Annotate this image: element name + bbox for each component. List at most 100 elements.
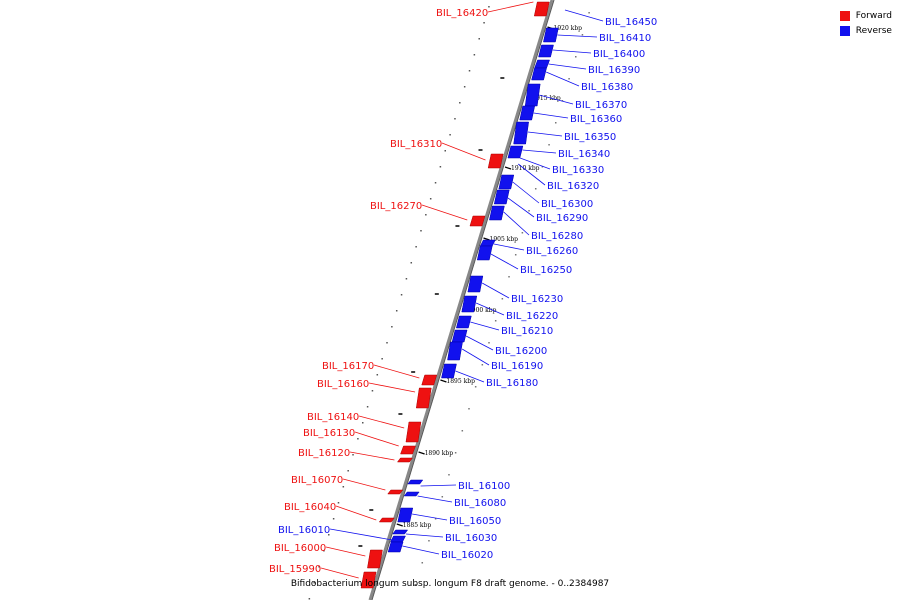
gene-label-forward[interactable]: BIL_16040: [284, 502, 336, 513]
forward-swatch: [839, 10, 850, 21]
scale-dot: [473, 54, 476, 56]
scale-dot: [428, 540, 430, 542]
leader-line: [522, 149, 557, 154]
legend-forward-label: Forward: [855, 10, 892, 21]
gene-labels[interactable]: BIL_16420 BIL_16310 BIL_16270 BIL_16170 BIL_…: [269, 1, 657, 579]
scale-dot: [323, 550, 325, 552]
forward-gene: [405, 421, 422, 443]
scale-dot: [444, 150, 446, 152]
gene-label-reverse[interactable]: BIL_16190: [491, 361, 543, 372]
forward-gene: [469, 215, 486, 227]
scale-dot: [483, 22, 485, 24]
gene-label-reverse[interactable]: BIL_16050: [449, 516, 501, 527]
scale-dot: [405, 278, 408, 280]
leader-line: [335, 505, 377, 521]
forward-gene: [360, 571, 377, 589]
tick-mark: [396, 523, 403, 527]
leader-line: [354, 431, 399, 447]
scale-dot: [534, 188, 537, 190]
gene-label-reverse[interactable]: BIL_16330: [552, 165, 604, 176]
scale-dot: [449, 134, 451, 136]
gene-label-reverse[interactable]: BIL_16380: [581, 82, 633, 93]
gene-label-reverse[interactable]: BIL_16280: [531, 231, 583, 242]
gene-label-reverse[interactable]: BIL_16250: [520, 265, 572, 276]
gene-label-reverse[interactable]: BIL_16300: [541, 199, 593, 210]
leader-line: [490, 253, 519, 270]
scale-dot: [561, 100, 564, 102]
gene-label-reverse[interactable]: BIL_16410: [599, 33, 651, 44]
reverse-gene: [519, 105, 536, 121]
leader-line: [493, 243, 525, 251]
gene-label-reverse[interactable]: BIL_16030: [445, 533, 497, 544]
gene-label-reverse[interactable]: BIL_16400: [593, 49, 645, 60]
scale-dot: [395, 310, 398, 312]
forward-gene: [367, 549, 383, 569]
genome-backbone: [368, 0, 554, 600]
gene-label-reverse[interactable]: BIL_16320: [547, 181, 599, 192]
gene-label-reverse[interactable]: BIL_16100: [458, 481, 510, 492]
gene-label-forward[interactable]: BIL_16130: [303, 428, 355, 439]
legend: Forward Reverse: [839, 8, 892, 38]
gene-label-reverse[interactable]: BIL_16210: [501, 326, 553, 337]
forward-gene: [400, 445, 416, 455]
scale-dot: [474, 386, 477, 388]
leader-line: [465, 335, 494, 351]
gene-label-reverse[interactable]: BIL_16290: [536, 213, 588, 224]
gene-label-reverse[interactable]: BIL_16350: [564, 132, 616, 143]
gene-label-forward[interactable]: BIL_16420: [436, 8, 488, 19]
leader-line: [503, 211, 530, 236]
leader-line: [320, 567, 359, 579]
leader-line: [475, 302, 505, 316]
forward-gene: [487, 153, 504, 169]
gene-label-reverse[interactable]: BIL_16390: [588, 65, 640, 76]
reverse-gene: [387, 541, 404, 553]
gene-label-reverse[interactable]: BIL_16080: [454, 498, 506, 509]
reverse-gene: [489, 205, 505, 221]
gene-label-reverse[interactable]: BIL_16010: [278, 525, 330, 536]
gene-label-reverse[interactable]: BIL_16220: [506, 311, 558, 322]
gene-label-forward[interactable]: BIL_16140: [307, 412, 359, 423]
scale-dot: [414, 584, 417, 586]
reverse-gene: [507, 145, 524, 159]
gene-label-forward[interactable]: BIL_15990: [269, 564, 321, 575]
reverse-gene: [456, 315, 472, 329]
gene-label-reverse[interactable]: BIL_16230: [511, 294, 563, 305]
reverse-gene: [451, 329, 468, 343]
gene-features: [360, 1, 559, 589]
gene-label-reverse[interactable]: BIL_16450: [605, 17, 657, 28]
gene-label-reverse[interactable]: BIL_16370: [575, 100, 627, 111]
scale-dot: [554, 122, 557, 124]
leader-line: [342, 478, 386, 491]
gene-label-forward[interactable]: BIL_16270: [370, 201, 422, 212]
gene-label-reverse[interactable]: BIL_16260: [526, 246, 578, 257]
leader-line: [557, 34, 598, 38]
gene-label-reverse[interactable]: BIL_16020: [441, 550, 493, 561]
tick-label: 1900 kbp: [468, 307, 497, 314]
scale-dot: [347, 470, 349, 472]
reverse-gene: [407, 479, 424, 485]
legend-forward: Forward: [839, 8, 892, 23]
gene-label-reverse[interactable]: BIL_16200: [495, 346, 547, 357]
scale-dot: [463, 86, 466, 88]
gene-label-reverse[interactable]: BIL_16340: [558, 149, 610, 160]
scale-dot: [386, 342, 388, 344]
tick-label: 1915 kbp: [532, 95, 561, 102]
leader-line: [405, 533, 444, 538]
scale-dot: [588, 12, 590, 14]
leader-line: [527, 131, 563, 137]
reverse-gene: [447, 341, 463, 361]
gene-label-forward[interactable]: BIL_16170: [322, 361, 374, 372]
gene-label-forward[interactable]: BIL_16120: [298, 448, 350, 459]
scale-ticks: 1920 kbp 1915 kbp 1910 kbp 1905 kbp 1900 kbp…: [396, 25, 582, 529]
scale-dot: [568, 78, 570, 80]
gene-label-forward[interactable]: BIL_16160: [317, 379, 369, 390]
gene-label-forward[interactable]: BIL_16310: [390, 139, 442, 150]
gene-label-forward[interactable]: BIL_16000: [274, 543, 326, 554]
tick-mark: [418, 451, 425, 455]
gene-label-forward[interactable]: BIL_16070: [291, 475, 343, 486]
leader-line: [368, 382, 416, 393]
gene-label-reverse[interactable]: BIL_16180: [486, 378, 538, 389]
gene-label-reverse[interactable]: BIL_16360: [570, 114, 622, 125]
leader-line: [507, 197, 535, 218]
